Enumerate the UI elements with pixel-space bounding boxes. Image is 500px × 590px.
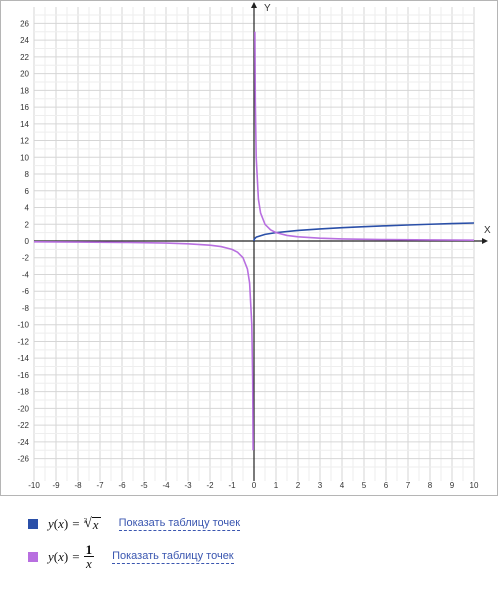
y-tick-label: -16: [17, 371, 29, 380]
y-tick-label: -14: [17, 354, 29, 363]
y-tick-label: -24: [17, 438, 29, 447]
x-tick-label: -1: [228, 481, 236, 490]
x-tick-label: -8: [74, 481, 82, 490]
y-tick-label: -12: [17, 337, 29, 346]
y-tick-label: 26: [20, 19, 29, 28]
tick-labels: -10 -9 -8 -7 -6 -5 -4 -3 -2 -1 0 1 2 3 4 5 6 7 8 9 10-26-24-…: [17, 19, 479, 490]
y-tick-label: -22: [17, 421, 29, 430]
y-tick-label: 2: [25, 220, 30, 229]
x-tick-label: -7: [96, 481, 104, 490]
y-tick-label: -4: [22, 270, 30, 279]
y-tick-label: -2: [22, 254, 30, 263]
x-tick-label: 3: [318, 481, 323, 490]
y-tick-label: -18: [17, 388, 29, 397]
x-tick-label: 1: [274, 481, 279, 490]
x-axis-label: X: [484, 225, 491, 236]
y-tick-label: 16: [20, 103, 29, 112]
x-tick-label: -9: [52, 481, 60, 490]
series-line-reciprocal: [254, 31, 475, 241]
x-tick-label: -3: [184, 481, 192, 490]
x-tick-label: 2: [296, 481, 301, 490]
cube-root: 3 √ x: [83, 516, 101, 532]
fraction-numerator: 1: [85, 542, 93, 557]
y-tick-label: 8: [25, 170, 30, 179]
radicand: x: [91, 517, 101, 532]
legend-swatch-cbrt: [28, 519, 38, 529]
y-tick-label: -26: [17, 455, 29, 464]
y-tick-label: -8: [22, 304, 30, 313]
fraction: 1 x: [83, 542, 95, 571]
series-line-reciprocal: [33, 241, 254, 451]
show-points-table-link-cbrt[interactable]: Показать таблицу точек: [118, 517, 241, 531]
y-tick-label: 0: [25, 237, 30, 246]
fraction-denominator: x: [83, 556, 94, 571]
x-tick-label: -2: [206, 481, 214, 490]
formula-reciprocal: y(x) = 1 x: [48, 542, 95, 571]
chart-plot: -10 -9 -8 -7 -6 -5 -4 -3 -2 -1 0 1 2 3 4 5 6 7 8 9 10-26-24-…: [17, 2, 491, 490]
y-tick-label: 22: [20, 53, 29, 62]
chart-frame: -10 -9 -8 -7 -6 -5 -4 -3 -2 -1 0 1 2 3 4 5 6 7 8 9 10 -26 -24-…: [0, 0, 498, 496]
x-tick-label: 8: [428, 481, 433, 490]
y-tick-label: 14: [20, 120, 29, 129]
formula-arg: x: [58, 548, 64, 564]
x-tick-label: 5: [362, 481, 367, 490]
y-tick-label: 18: [20, 86, 29, 95]
y-tick-label: 6: [25, 187, 30, 196]
x-tick-label: 0: [252, 481, 257, 490]
y-tick-label: 12: [20, 137, 29, 146]
axes: [34, 2, 488, 481]
formula-cbrt: y(x) = 3 √ x: [48, 516, 101, 532]
y-axis-arrow: [251, 2, 257, 8]
x-tick-label: -10: [28, 481, 40, 490]
y-tick-label: 4: [25, 204, 30, 213]
y-tick-label: 24: [20, 36, 29, 45]
y-tick-label: -20: [17, 404, 29, 413]
y-tick-label: 10: [20, 153, 29, 162]
formula-arg: x: [58, 516, 64, 531]
legend-item-cbrt: y(x) = 3 √ x Показать таблицу точек: [28, 516, 241, 532]
root-index: 3: [83, 517, 88, 525]
x-tick-label: 7: [406, 481, 411, 490]
x-tick-label: -5: [140, 481, 148, 490]
x-tick-label: 9: [450, 481, 455, 490]
y-tick-label: -6: [22, 287, 30, 296]
series-line-cbrt: [253, 222, 475, 242]
legend-item-reciprocal: y(x) = 1 x Показать таблицу точек: [28, 543, 234, 570]
x-tick-label: -6: [118, 481, 126, 490]
formula-lhs: y: [48, 516, 54, 531]
formula-lhs: y: [48, 548, 54, 564]
legend-swatch-reciprocal: [28, 551, 38, 562]
x-tick-label: 4: [340, 481, 345, 490]
y-axis-label: Y: [264, 3, 271, 14]
x-tick-label: 6: [384, 481, 389, 490]
y-tick-label: 20: [20, 70, 29, 79]
x-tick-label: 10: [470, 481, 479, 490]
y-tick-label: -10: [17, 321, 29, 330]
x-tick-label: -4: [162, 481, 170, 490]
x-axis-arrow: [482, 238, 488, 244]
series: [33, 31, 475, 451]
show-points-table-link-reciprocal[interactable]: Показать таблицу точек: [112, 549, 234, 564]
